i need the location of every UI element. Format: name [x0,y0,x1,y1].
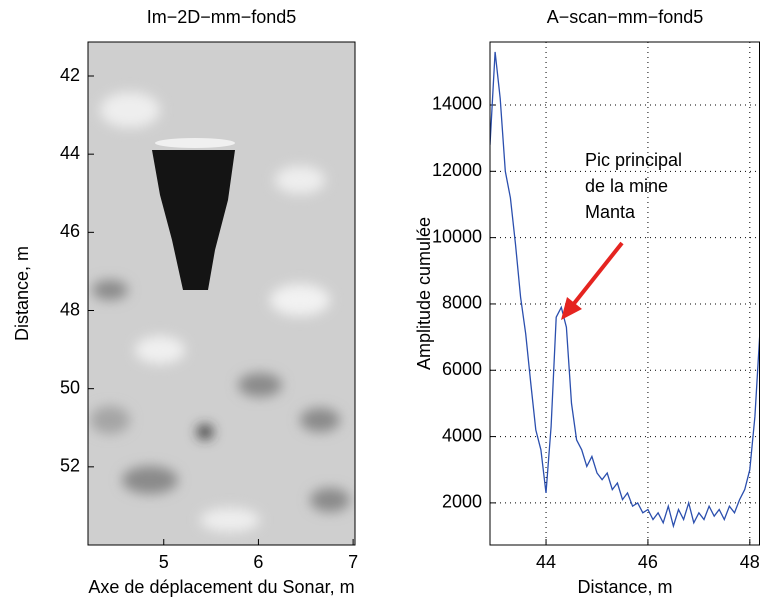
y-tick-label: 42 [60,65,80,85]
annotation: Pic principal [585,150,682,170]
y-tick-label: 6000 [442,359,482,379]
annotation-arrow [561,241,624,320]
chart-title: Im−2D−mm−fond5 [147,7,297,27]
y-axis-label: Distance, m [12,246,32,341]
y-tick-label: 46 [60,221,80,241]
annotation: Manta [585,202,636,222]
chart-title: A−scan−mm−fond5 [547,7,704,27]
x-tick-label: 48 [740,552,760,572]
y-tick-label: 44 [60,143,80,163]
axes-frame [489,41,760,546]
y-tick-label: 10000 [432,226,482,246]
x-tick-label: 46 [638,552,658,572]
x-tick-label: 44 [536,552,556,572]
y-tick-label: 8000 [442,293,482,313]
y-tick-label: 4000 [442,425,482,445]
axes-frame [87,41,356,546]
x-tick-label: 6 [253,552,263,572]
line-series [490,51,760,529]
x-tick-label: 5 [159,552,169,572]
y-tick-label: 2000 [442,492,482,512]
y-tick-label: 48 [60,299,80,319]
x-tick-label: 7 [348,552,358,572]
annotation: de la mine [585,176,668,196]
x-axis-label: Distance, m [577,577,672,597]
x-axis-label: Axe de déplacement du Sonar, m [88,577,354,597]
y-tick-label: 12000 [432,160,482,180]
y-axis-label: Amplitude cumulée [414,217,434,370]
sonar-image [88,42,355,545]
y-tick-label: 52 [60,456,80,476]
y-tick-label: 50 [60,377,80,397]
y-tick-label: 14000 [432,94,482,114]
